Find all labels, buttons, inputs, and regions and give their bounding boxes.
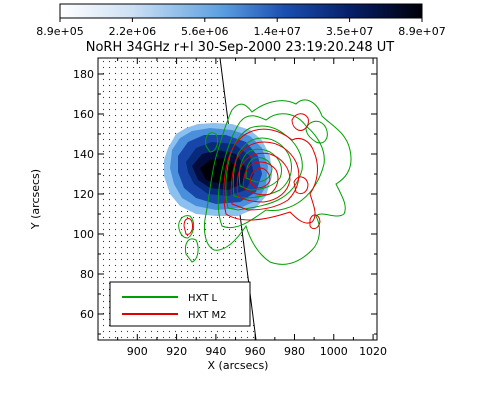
colorbar-tick-label: 5.6e+06: [181, 25, 228, 38]
x-tick-label: 960: [245, 345, 266, 358]
colorbar: 8.9e+05 2.2e+06 5.6e+06 1.4e+07 3.5e+07 8.9e+…: [36, 3, 446, 38]
legend-label-hxt-l: HXT L: [188, 293, 217, 304]
colorbar-tick-label: 3.5e+07: [326, 25, 373, 38]
x-tick-label: 940: [205, 345, 226, 358]
y-tick-label: 160: [73, 108, 94, 121]
colorbar-tick-label: 2.2e+06: [109, 25, 156, 38]
y-tick-label: 80: [80, 268, 94, 281]
colorbar-gradient: [59, 3, 423, 19]
colorbar-tick-label: 1.4e+07: [253, 25, 300, 38]
x-tick-label: 1000: [320, 345, 348, 358]
y-axis-label: Y (arcsecs): [29, 169, 42, 230]
colorbar-ticks: 8.9e+05 2.2e+06 5.6e+06 1.4e+07 3.5e+07 8.9e+…: [36, 18, 446, 38]
chart-title: NoRH 34GHz r+l 30-Sep-2000 23:19:20.248 …: [86, 40, 395, 55]
y-tick-label: 100: [73, 228, 94, 241]
plot-area: HXT L HXT M2: [98, 58, 352, 340]
legend-box: [109, 281, 251, 327]
x-tick-label: 980: [284, 345, 305, 358]
x-tick-label: 900: [127, 345, 148, 358]
y-tick-label: 120: [73, 188, 94, 201]
x-axis-label: X (arcsecs): [208, 359, 269, 372]
plot-frame: [97, 57, 378, 341]
y-axis: 60 80 100 120 140 160 180: [73, 68, 377, 335]
x-axis: 900 920 940 960 980 1000 1020: [117, 58, 387, 358]
hxt-m2-contours: [183, 113, 321, 235]
legend-label-hxt-m2: HXT M2: [188, 310, 226, 321]
x-tick-label: 920: [166, 345, 187, 358]
colorbar-tick-label: 8.9e+05: [36, 25, 83, 38]
x-tick-label: 1020: [359, 345, 387, 358]
legend: HXT L HXT M2: [109, 281, 251, 327]
y-tick-label: 180: [73, 68, 94, 81]
colorbar-tick-label: 8.9e+07: [398, 25, 445, 38]
y-tick-label: 140: [73, 148, 94, 161]
y-tick-label: 60: [80, 308, 94, 321]
